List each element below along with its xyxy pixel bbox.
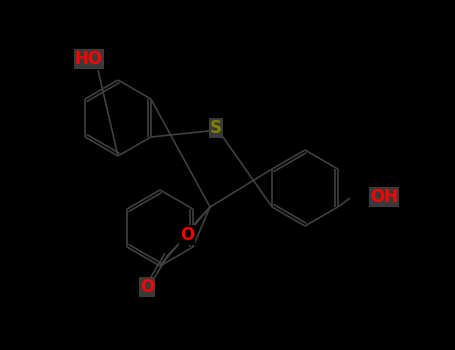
Text: O: O	[140, 278, 154, 296]
Text: OH: OH	[370, 188, 398, 206]
Text: HO: HO	[75, 50, 103, 68]
Text: O: O	[180, 226, 194, 244]
Text: S: S	[210, 119, 222, 137]
